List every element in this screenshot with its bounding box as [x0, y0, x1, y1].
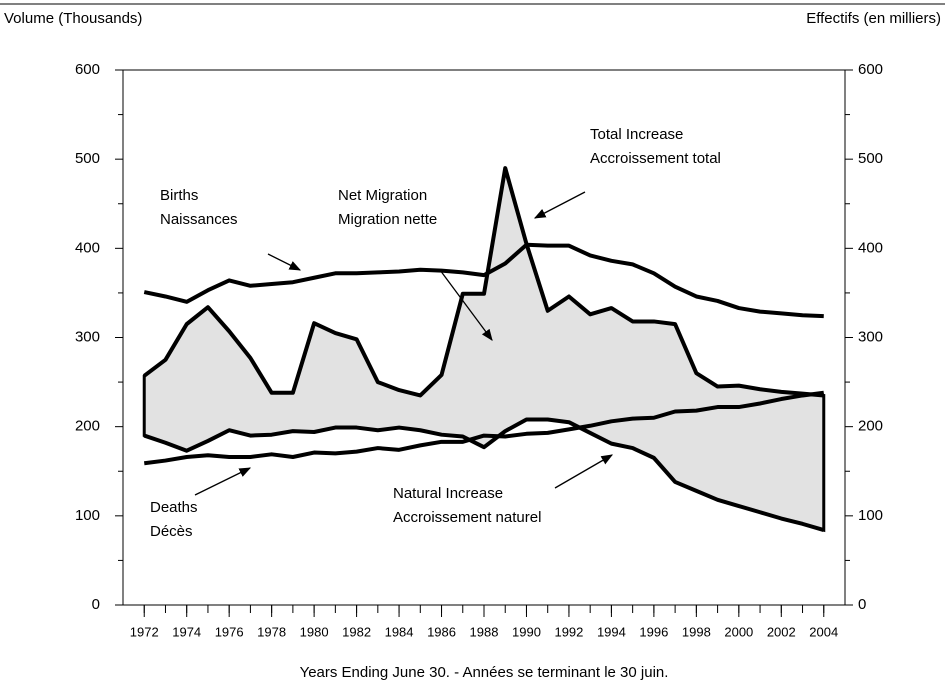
series-line — [143, 242, 824, 319]
annotation-text: Migration nette — [338, 211, 437, 228]
x-tick-label: 1972 — [130, 624, 159, 639]
y2-tick-label: 500 — [858, 150, 883, 167]
annotation-arrow — [554, 454, 614, 489]
x-tick-label: 1994 — [597, 624, 626, 639]
y-tick-label: 300 — [75, 328, 100, 345]
x-tick-label: 1974 — [172, 624, 201, 639]
annotation-text: Natural Increase — [393, 485, 503, 502]
annotation-arrow — [439, 269, 493, 341]
annotation-text: Accroissement naturel — [393, 509, 541, 526]
annotation-text: Births — [160, 187, 198, 204]
x-tick-label: 1998 — [682, 624, 711, 639]
x-tick-label: 1984 — [385, 624, 414, 639]
annotation-text: Décès — [150, 523, 193, 540]
series-line — [143, 417, 825, 533]
y2-tick-label: 400 — [858, 239, 883, 256]
annotation-arrow — [194, 467, 252, 496]
annotation-arrow — [533, 191, 586, 219]
x-tick-label: 1992 — [554, 624, 583, 639]
y-tick-label: 0 — [92, 596, 100, 613]
series-line — [143, 166, 824, 398]
x-tick-label: 2002 — [767, 624, 796, 639]
y2-tick-label: 0 — [858, 596, 866, 613]
y2-tick-label: 300 — [858, 328, 883, 345]
y-tick-label: 200 — [75, 418, 100, 435]
annotation-text: Total Increase — [590, 126, 683, 143]
y2-tick-label: 600 — [858, 61, 883, 78]
annotation-arrow — [267, 253, 302, 271]
y-tick-label: 600 — [75, 61, 100, 78]
x-tick-label: 2004 — [809, 624, 838, 639]
x-tick-label: 1990 — [512, 624, 541, 639]
y-axis-label-right: Effectifs (en milliers) — [806, 10, 941, 27]
x-axis-label: Years Ending June 30. - Années se termin… — [300, 664, 669, 681]
annotation-text: Naissances — [160, 211, 238, 228]
y-tick-label: 100 — [75, 507, 100, 524]
x-tick-label: 2000 — [724, 624, 753, 639]
x-tick-label: 1980 — [300, 624, 329, 639]
y-axis-label-left: Volume (Thousands) — [4, 10, 142, 27]
annotation-text: Accroissement total — [590, 150, 721, 167]
x-tick-label: 1982 — [342, 624, 371, 639]
series-line — [143, 390, 825, 466]
y-tick-label: 500 — [75, 150, 100, 167]
x-tick-label: 1988 — [470, 624, 499, 639]
x-tick-label: 1996 — [639, 624, 668, 639]
x-tick-label: 1976 — [215, 624, 244, 639]
annotation-text: Net Migration — [338, 187, 427, 204]
net-migration-area — [142, 167, 826, 533]
y2-tick-label: 200 — [858, 418, 883, 435]
x-tick-label: 1986 — [427, 624, 456, 639]
annotation-text: Deaths — [150, 499, 198, 516]
y-tick-label: 400 — [75, 239, 100, 256]
y2-tick-label: 100 — [858, 507, 883, 524]
x-tick-label: 1978 — [257, 624, 286, 639]
